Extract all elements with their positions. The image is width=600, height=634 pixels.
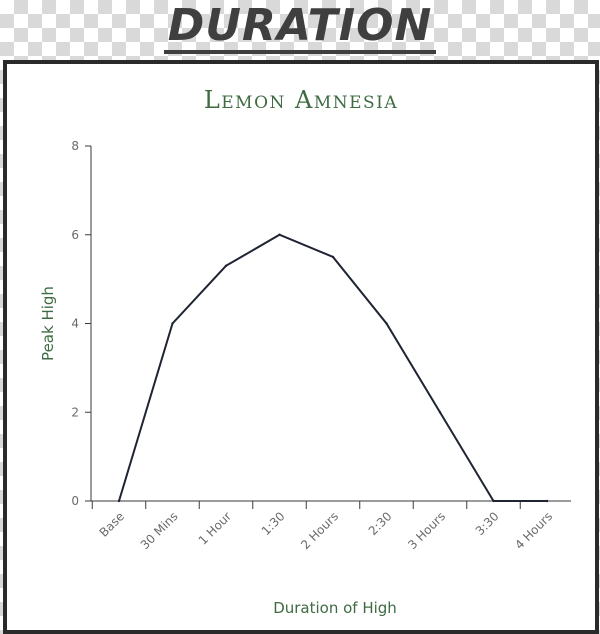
y-tick-label: 6 [71, 228, 79, 242]
x-tick-label: 3:30 [473, 509, 502, 538]
data-point [492, 499, 495, 503]
x-tick-label: 1 Hour [196, 509, 234, 547]
chart-card: Lemon Amnesia 0 2 4 6 8 Base 30 Mins 1 Hour 1:30… [3, 60, 599, 634]
axes [85, 145, 571, 509]
data-point [385, 322, 388, 325]
data-point [278, 233, 281, 236]
data-point [117, 499, 121, 503]
banner-title: DURATION [163, 2, 437, 54]
data-point [545, 499, 549, 503]
x-tick-label: 2 Hours [298, 509, 341, 552]
data-point [438, 411, 442, 414]
y-axis-label: Peak High [39, 286, 57, 361]
series-line [118, 233, 547, 502]
tick-labels: 0 2 4 6 8 Base 30 Mins 1 Hour 1:30 2 Hours 2:30 3 H… [71, 139, 555, 552]
x-tick-label: 30 Mins [138, 509, 181, 552]
x-tick-label: 1:30 [259, 509, 288, 538]
series-layer [117, 233, 549, 503]
x-tick-label: Base [97, 509, 128, 540]
y-tick-label: 0 [71, 494, 79, 508]
data-point [171, 322, 174, 325]
y-tick-label: 8 [71, 139, 79, 153]
x-axis-label: Duration of High [273, 599, 397, 617]
y-tick-label: 4 [71, 317, 79, 331]
x-tick-label: 3 Hours [405, 509, 448, 552]
chart-title: Lemon Amnesia [203, 86, 399, 114]
data-point [331, 255, 335, 259]
line-chart: 0 2 4 6 8 Base 30 Mins 1 Hour 1:30 2 Hours 2:30 3 H… [39, 139, 571, 617]
y-tick-label: 2 [71, 405, 79, 419]
x-tick-label: 4 Hours [512, 509, 555, 552]
banner: DURATION [0, 0, 600, 56]
data-point [224, 264, 228, 268]
x-tick-label: 2:30 [366, 509, 395, 538]
